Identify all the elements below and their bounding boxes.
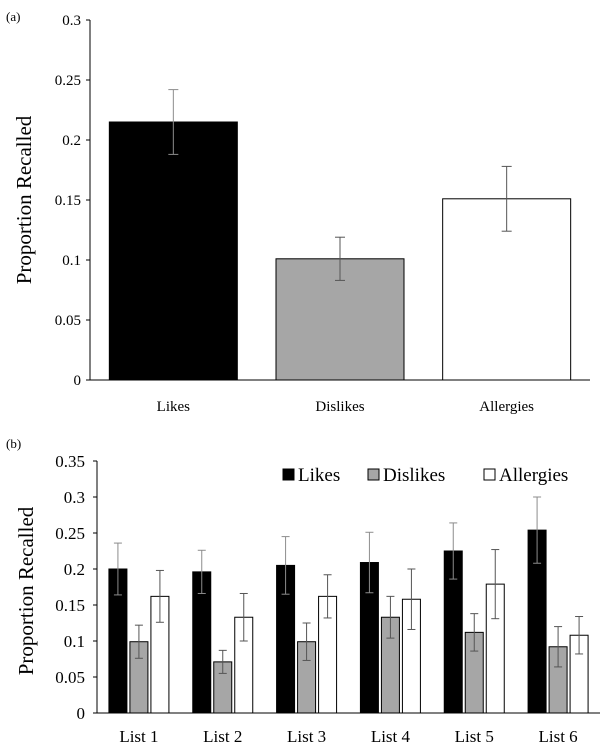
- x-tick-label: List 6: [538, 727, 577, 746]
- y-tick-label: 0.2: [64, 560, 85, 579]
- panel-a: (a) Proportion Recalled 0 0.05 0.1 0.15 0.2 0…: [6, 9, 590, 415]
- legend-swatch: [282, 468, 295, 481]
- x-tick-label: List 5: [455, 727, 494, 746]
- panel-b-y-axis-label: Proportion Recalled: [14, 506, 38, 675]
- y-tick-label: 0.1: [64, 632, 85, 651]
- panel-b: (b) Proportion Recalled 0 0.05 0.1 0.15 0.2 0…: [6, 436, 600, 746]
- x-tick-label: List 2: [203, 727, 242, 746]
- x-tick-label: List 3: [287, 727, 326, 746]
- y-tick-label: 0: [77, 704, 86, 723]
- legend-label: Dislikes: [383, 465, 445, 486]
- x-tick-label: List 1: [119, 727, 158, 746]
- y-tick-label: 0.2: [62, 133, 81, 149]
- legend-label: Allergies: [499, 465, 568, 486]
- legend-swatch: [483, 468, 496, 481]
- x-tick-label: Likes: [157, 399, 190, 415]
- y-tick-label: 0.3: [64, 488, 85, 507]
- legend-label: Likes: [298, 465, 340, 486]
- y-tick-label: 0.3: [62, 13, 81, 29]
- y-tick-label: 0.25: [55, 73, 81, 89]
- panel-b-label: (b): [6, 436, 21, 451]
- y-tick-label: 0: [74, 373, 82, 389]
- y-tick-label: 0.25: [55, 524, 85, 543]
- y-tick-label: 0.1: [62, 253, 81, 269]
- x-tick-label: Allergies: [479, 399, 534, 415]
- panel-a-y-axis-label: Proportion Recalled: [12, 115, 36, 284]
- legend-swatch: [367, 468, 380, 481]
- y-tick-label: 0.35: [55, 452, 85, 471]
- y-tick-label: 0.05: [55, 668, 85, 687]
- panel-a-label: (a): [6, 9, 20, 24]
- x-tick-label: List 4: [371, 727, 411, 746]
- legend: Likes Dislikes Allergies: [282, 465, 568, 486]
- bar: [108, 121, 238, 381]
- y-tick-label: 0.05: [55, 313, 81, 329]
- y-tick-label: 0.15: [55, 193, 81, 209]
- x-tick-label: Dislikes: [315, 399, 364, 415]
- y-tick-label: 0.15: [55, 596, 85, 615]
